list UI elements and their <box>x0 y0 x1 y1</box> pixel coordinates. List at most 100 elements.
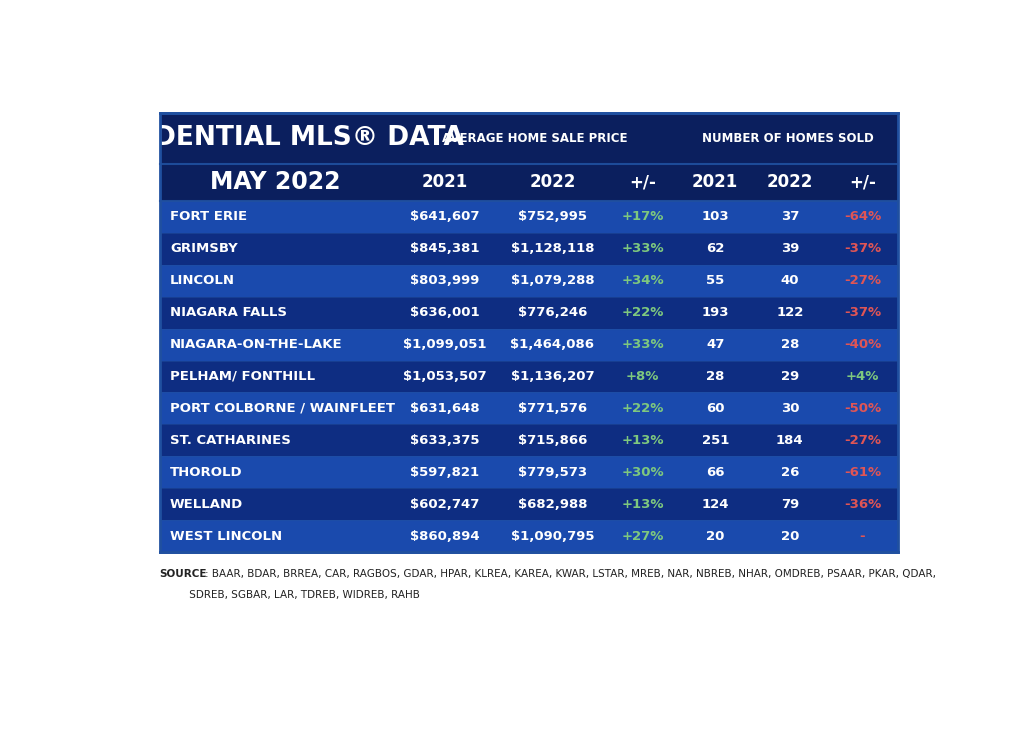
Text: 20: 20 <box>780 530 799 542</box>
Text: -40%: -40% <box>844 338 881 351</box>
Text: $779,573: $779,573 <box>518 466 587 479</box>
FancyBboxPatch shape <box>160 425 898 456</box>
Text: -27%: -27% <box>844 274 881 287</box>
Text: +27%: +27% <box>622 530 664 542</box>
Text: +34%: +34% <box>622 274 664 287</box>
Text: 2022: 2022 <box>529 173 575 192</box>
Text: $752,995: $752,995 <box>518 211 587 224</box>
FancyBboxPatch shape <box>160 456 898 488</box>
Text: $845,381: $845,381 <box>410 242 479 255</box>
Text: 2022: 2022 <box>767 173 813 192</box>
Text: 28: 28 <box>707 370 724 383</box>
Text: +/-: +/- <box>849 173 876 192</box>
Text: SDREB, SGBAR, LAR, TDREB, WIDREB, RAHB: SDREB, SGBAR, LAR, TDREB, WIDREB, RAHB <box>160 591 420 600</box>
Text: $641,607: $641,607 <box>410 211 479 224</box>
Text: +13%: +13% <box>622 433 664 447</box>
FancyBboxPatch shape <box>160 265 898 297</box>
Text: 40: 40 <box>780 274 799 287</box>
FancyBboxPatch shape <box>160 393 898 425</box>
Text: $1,053,507: $1,053,507 <box>402 370 486 383</box>
Text: 2021: 2021 <box>692 173 738 192</box>
Text: -50%: -50% <box>844 402 881 415</box>
Text: $631,648: $631,648 <box>410 402 479 415</box>
Text: $1,128,118: $1,128,118 <box>511 242 594 255</box>
Text: $633,375: $633,375 <box>410 433 479 447</box>
Text: $1,099,051: $1,099,051 <box>402 338 486 351</box>
Text: -: - <box>859 530 865 542</box>
FancyBboxPatch shape <box>160 164 898 201</box>
Text: NIAGARA FALLS: NIAGARA FALLS <box>170 306 287 319</box>
Text: 28: 28 <box>780 338 799 351</box>
FancyBboxPatch shape <box>160 328 898 360</box>
Text: -37%: -37% <box>844 242 881 255</box>
Text: $776,246: $776,246 <box>518 306 587 319</box>
Text: $803,999: $803,999 <box>410 274 479 287</box>
Text: 60: 60 <box>706 402 725 415</box>
Text: $1,464,086: $1,464,086 <box>510 338 594 351</box>
FancyBboxPatch shape <box>160 488 898 520</box>
Text: $1,136,207: $1,136,207 <box>511 370 594 383</box>
Text: FORT ERIE: FORT ERIE <box>170 211 247 224</box>
FancyBboxPatch shape <box>160 232 898 265</box>
Text: 184: 184 <box>776 433 804 447</box>
Text: NIAGARA-ON-THE-LAKE: NIAGARA-ON-THE-LAKE <box>170 338 343 351</box>
Text: 124: 124 <box>701 498 729 511</box>
FancyBboxPatch shape <box>160 360 898 393</box>
Text: 20: 20 <box>707 530 724 542</box>
Text: $636,001: $636,001 <box>410 306 479 319</box>
Text: MAY 2022: MAY 2022 <box>210 170 341 194</box>
Text: -61%: -61% <box>844 466 881 479</box>
Text: $860,894: $860,894 <box>410 530 479 542</box>
Text: 37: 37 <box>780 211 799 224</box>
Text: +22%: +22% <box>622 306 664 319</box>
Text: 251: 251 <box>701 433 729 447</box>
FancyBboxPatch shape <box>160 113 898 164</box>
Text: +30%: +30% <box>622 466 664 479</box>
Text: -36%: -36% <box>844 498 881 511</box>
Text: +8%: +8% <box>626 370 659 383</box>
Text: -64%: -64% <box>844 211 881 224</box>
Text: 2021: 2021 <box>421 173 468 192</box>
Text: WELLAND: WELLAND <box>170 498 244 511</box>
Text: +33%: +33% <box>622 242 664 255</box>
Text: SOURCE: SOURCE <box>160 569 207 579</box>
Text: 193: 193 <box>701 306 729 319</box>
FancyBboxPatch shape <box>160 520 898 552</box>
Text: NUMBER OF HOMES SOLD: NUMBER OF HOMES SOLD <box>702 132 873 145</box>
Text: +13%: +13% <box>622 498 664 511</box>
Text: THOROLD: THOROLD <box>170 466 243 479</box>
Text: $1,090,795: $1,090,795 <box>511 530 594 542</box>
Text: +17%: +17% <box>622 211 664 224</box>
Text: PORT COLBORNE / WAINFLEET: PORT COLBORNE / WAINFLEET <box>170 402 395 415</box>
Text: $597,821: $597,821 <box>410 466 479 479</box>
Text: 66: 66 <box>706 466 725 479</box>
Text: LINCOLN: LINCOLN <box>170 274 236 287</box>
Text: $1,079,288: $1,079,288 <box>511 274 594 287</box>
Text: 47: 47 <box>707 338 724 351</box>
Text: 29: 29 <box>780 370 799 383</box>
FancyBboxPatch shape <box>160 297 898 328</box>
Text: AVERAGE HOME SALE PRICE: AVERAGE HOME SALE PRICE <box>442 132 628 145</box>
Text: $715,866: $715,866 <box>518 433 587 447</box>
Text: : BAAR, BDAR, BRREA, CAR, RAGBOS, GDAR, HPAR, KLREA, KAREA, KWAR, LSTAR, MREB, N: : BAAR, BDAR, BRREA, CAR, RAGBOS, GDAR, … <box>205 569 936 579</box>
Text: ST. CATHARINES: ST. CATHARINES <box>170 433 291 447</box>
Text: -27%: -27% <box>844 433 881 447</box>
Text: 26: 26 <box>780 466 799 479</box>
Text: RESIDENTIAL MLS® DATA: RESIDENTIAL MLS® DATA <box>87 125 464 151</box>
FancyBboxPatch shape <box>160 201 898 232</box>
Text: -37%: -37% <box>844 306 881 319</box>
Text: 62: 62 <box>707 242 724 255</box>
Text: 103: 103 <box>701 211 729 224</box>
Text: PELHAM/ FONTHILL: PELHAM/ FONTHILL <box>170 370 315 383</box>
Text: $771,576: $771,576 <box>518 402 587 415</box>
Text: 30: 30 <box>780 402 799 415</box>
Text: +4%: +4% <box>846 370 880 383</box>
Text: $682,988: $682,988 <box>517 498 587 511</box>
Text: 39: 39 <box>780 242 799 255</box>
Text: 79: 79 <box>780 498 799 511</box>
Text: $602,747: $602,747 <box>410 498 479 511</box>
Text: +22%: +22% <box>622 402 664 415</box>
Text: 55: 55 <box>707 274 724 287</box>
Text: GRIMSBY: GRIMSBY <box>170 242 238 255</box>
FancyBboxPatch shape <box>160 113 898 552</box>
